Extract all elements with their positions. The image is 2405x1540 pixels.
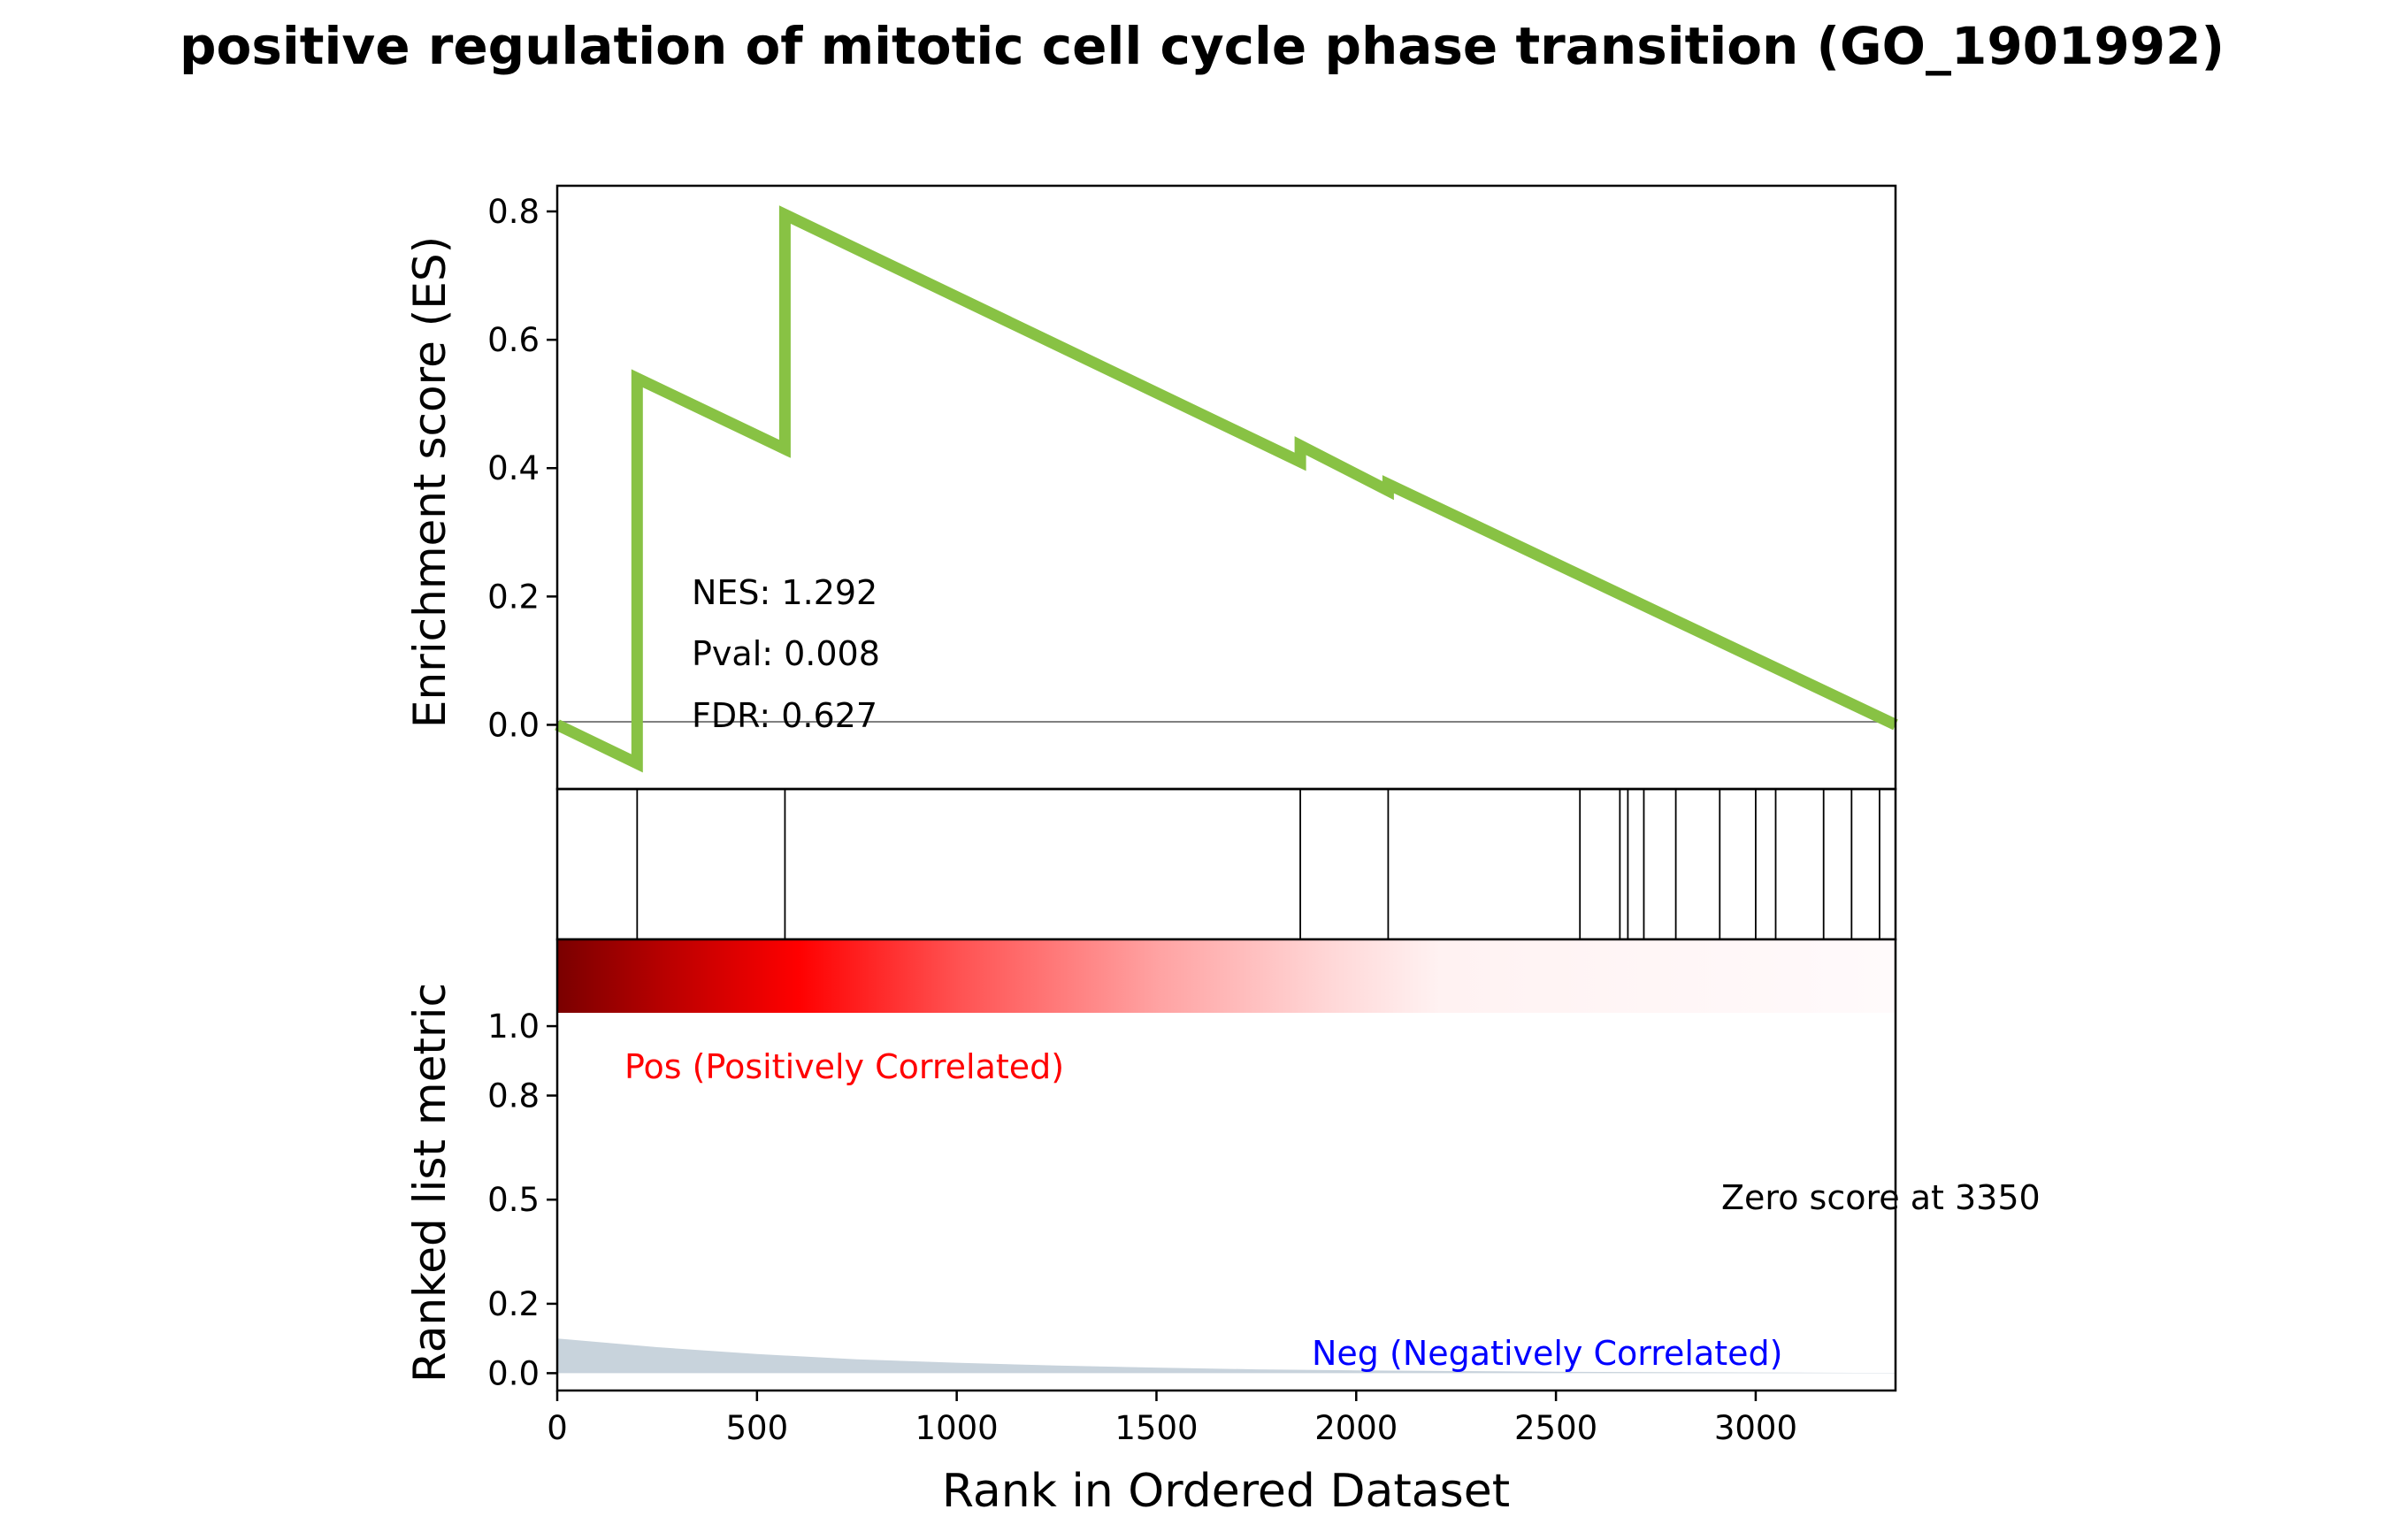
metric-y-tick-label: 0.2 xyxy=(487,1285,540,1323)
es-y-tick-label: 0.4 xyxy=(487,449,540,487)
es-stat-nes: NES: 1.292 xyxy=(692,573,877,612)
x-tick-label: 500 xyxy=(726,1409,789,1447)
es-line xyxy=(555,205,1898,773)
metric-y-ticks: 0.0 0.2 0.5 0.8 1.0 xyxy=(487,1008,557,1392)
zero-score-label: Zero score at 3350 xyxy=(1721,1178,2041,1217)
es-y-tick-label: 0.2 xyxy=(487,578,540,616)
metric-y-tick-label: 0.8 xyxy=(487,1077,540,1115)
x-tick-label: 1000 xyxy=(915,1409,999,1447)
es-panel: 0.0 0.2 0.4 0.6 0.8 NES: 1.292 Pval: 0.008 F… xyxy=(404,184,1898,791)
x-axis-ticks: 0 500 1000 1500 2000 2500 3000 xyxy=(547,1391,1797,1447)
x-tick-label: 2000 xyxy=(1314,1409,1398,1447)
hit-lines xyxy=(636,789,1896,939)
es-y-ticks: 0.0 0.2 0.4 0.6 0.8 xyxy=(487,193,557,744)
x-tick-label: 2500 xyxy=(1514,1409,1597,1447)
metric-panel: 0.0 0.2 0.5 0.8 1.0 Pos (Positively Correlat… xyxy=(404,938,2041,1392)
metric-y-tick-label: 0.5 xyxy=(487,1181,540,1219)
metric-panel-frame xyxy=(555,938,1897,1392)
es-stat-fdr: FDR: 0.627 xyxy=(692,696,877,735)
hits-panel-frame xyxy=(555,787,1897,941)
x-tick-label: 0 xyxy=(547,1409,568,1447)
hits-panel xyxy=(555,787,1897,941)
x-tick-label: 1500 xyxy=(1114,1409,1198,1447)
metric-y-axis-label: Ranked list metric xyxy=(404,983,456,1383)
x-axis-label: Rank in Ordered Dataset xyxy=(942,1465,1510,1518)
pos-correlated-label: Pos (Positively Correlated) xyxy=(624,1047,1064,1086)
neg-correlated-label: Neg (Negatively Correlated) xyxy=(1312,1334,1782,1373)
chart-title: positive regulation of mitotic cell cycl… xyxy=(180,16,2225,76)
x-tick-label: 3000 xyxy=(1714,1409,1797,1447)
metric-y-tick-label: 0.0 xyxy=(487,1354,540,1392)
rank-heatmap-bar xyxy=(557,939,1896,1013)
es-y-tick-label: 0.6 xyxy=(487,321,540,359)
es-stat-pval: Pval: 0.008 xyxy=(692,634,880,673)
metric-y-tick-label: 1.0 xyxy=(487,1008,540,1046)
es-y-tick-label: 0.0 xyxy=(487,706,540,744)
es-y-tick-label: 0.8 xyxy=(487,193,540,231)
es-y-axis-label: Enrichment score (ES) xyxy=(404,236,456,728)
metric-area xyxy=(557,1338,1896,1374)
